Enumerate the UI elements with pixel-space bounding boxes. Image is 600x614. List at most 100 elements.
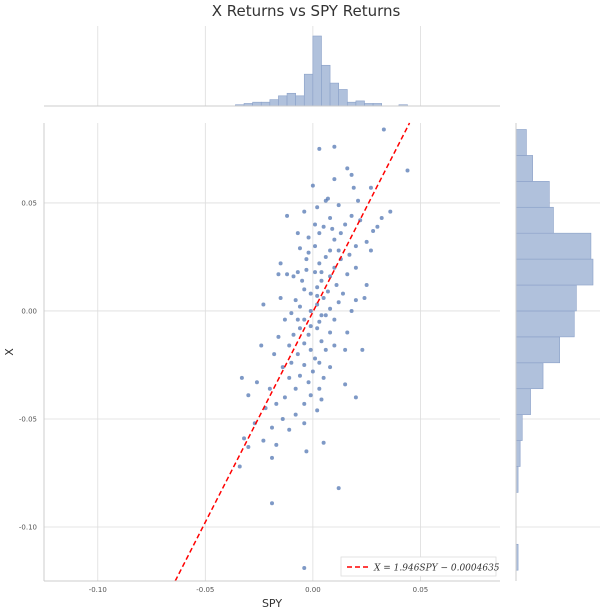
scatter-point xyxy=(317,319,322,324)
scatter-point xyxy=(304,449,309,454)
scatter-point xyxy=(270,501,274,506)
scatter-point xyxy=(319,270,324,275)
scatter-point xyxy=(321,224,326,229)
scatter-point xyxy=(246,393,251,398)
scatter-point xyxy=(319,339,324,344)
top-hist-bar xyxy=(321,64,331,107)
scatter-point xyxy=(297,373,302,378)
main-grid xyxy=(44,123,500,581)
scatter-point xyxy=(300,278,305,283)
scatter-point xyxy=(302,421,307,426)
scatter-point xyxy=(295,352,300,357)
scatter-point xyxy=(332,144,337,149)
y-tick-label: -0.10 xyxy=(19,523,37,531)
scatter-point xyxy=(315,285,320,290)
scatter-point xyxy=(328,306,333,311)
scatter-point xyxy=(323,347,328,352)
scatter-point xyxy=(356,198,361,203)
scatter-point xyxy=(353,298,358,303)
top-hist-bar xyxy=(278,95,288,107)
scatter-point xyxy=(325,196,330,201)
scatter-points xyxy=(237,127,410,571)
x-tick-label: 0.00 xyxy=(305,586,321,594)
scatter-point xyxy=(336,300,341,305)
top-hist-bar xyxy=(355,100,365,107)
scatter-point xyxy=(261,438,266,443)
top-hist-bar xyxy=(312,35,322,107)
scatter-point xyxy=(239,375,244,380)
scatter-point xyxy=(347,252,352,257)
scatter-point xyxy=(276,272,281,277)
scatter-point xyxy=(302,401,307,406)
top-hist-bars xyxy=(235,35,408,107)
scatter-point xyxy=(313,222,318,227)
y-tick-label: 0.00 xyxy=(21,307,37,315)
scatter-point xyxy=(310,183,315,188)
scatter-point xyxy=(259,343,264,348)
scatter-point xyxy=(315,326,320,331)
scatter-point xyxy=(317,146,322,151)
legend-label: X = 1.946SPY − 0.0004635 xyxy=(373,564,500,574)
scatter-point xyxy=(297,304,302,309)
scatter-point xyxy=(306,332,311,337)
right-hist-bar xyxy=(515,206,554,234)
scatter-point xyxy=(295,270,300,275)
scatter-point xyxy=(328,330,333,335)
scatter-point xyxy=(297,326,302,331)
scatter-point xyxy=(328,365,333,370)
scatter-point xyxy=(293,298,298,303)
scatter-point xyxy=(388,209,393,214)
right-hist-bar xyxy=(515,414,523,441)
scatter-point xyxy=(336,486,341,491)
scatter-point xyxy=(381,127,386,132)
scatter-point xyxy=(302,209,307,214)
scatter-point xyxy=(317,386,322,391)
right-hist-bar xyxy=(515,258,594,286)
scatter-point xyxy=(302,341,307,346)
scatter-point xyxy=(328,216,333,221)
top-hist-bar xyxy=(295,95,305,107)
scatter-point xyxy=(282,395,287,400)
right-hist-bar xyxy=(515,284,577,312)
right-hist-bar xyxy=(515,440,521,467)
scatter-point xyxy=(308,393,313,398)
x-tick-label: -0.05 xyxy=(196,586,214,594)
scatter-point xyxy=(336,203,341,208)
scatter-point xyxy=(349,172,354,177)
regression-line xyxy=(174,122,411,582)
scatter-point xyxy=(321,375,326,380)
y-tick-labels: -0.10 -0.05 0.00 0.05 xyxy=(19,199,37,531)
scatter-point xyxy=(289,311,294,316)
scatter-point xyxy=(345,272,350,277)
right-hist-bar xyxy=(515,336,561,364)
scatter-point xyxy=(276,334,281,339)
scatter-point xyxy=(317,231,322,236)
scatter-point xyxy=(343,222,348,227)
x-axis-label: SPY xyxy=(262,597,282,610)
scatter-point xyxy=(313,244,318,249)
scatter-point xyxy=(242,436,247,441)
top-hist-bar xyxy=(338,89,348,107)
scatter-point xyxy=(349,308,354,313)
scatter-point xyxy=(323,313,328,318)
right-hist-bar xyxy=(515,181,550,208)
scatter-point xyxy=(306,380,311,385)
scatter-point xyxy=(295,231,300,236)
scatter-point xyxy=(287,375,292,380)
scatter-point xyxy=(254,380,259,385)
scatter-point xyxy=(332,317,337,322)
scatter-point xyxy=(375,224,380,229)
scatter-point xyxy=(306,235,311,240)
top-hist-bar xyxy=(286,92,296,107)
scatter-point xyxy=(353,265,358,270)
right-hist-bar xyxy=(515,388,531,415)
scatter-point xyxy=(315,408,320,413)
scatter-point xyxy=(328,274,333,279)
top-hist-bar xyxy=(329,82,339,107)
y-tick-label: -0.05 xyxy=(19,415,37,423)
top-hist-bar xyxy=(303,73,314,107)
x-tick-label: -0.10 xyxy=(89,586,107,594)
right-hist-bar xyxy=(515,362,544,390)
scatter-point xyxy=(302,317,307,322)
scatter-point xyxy=(272,352,277,357)
